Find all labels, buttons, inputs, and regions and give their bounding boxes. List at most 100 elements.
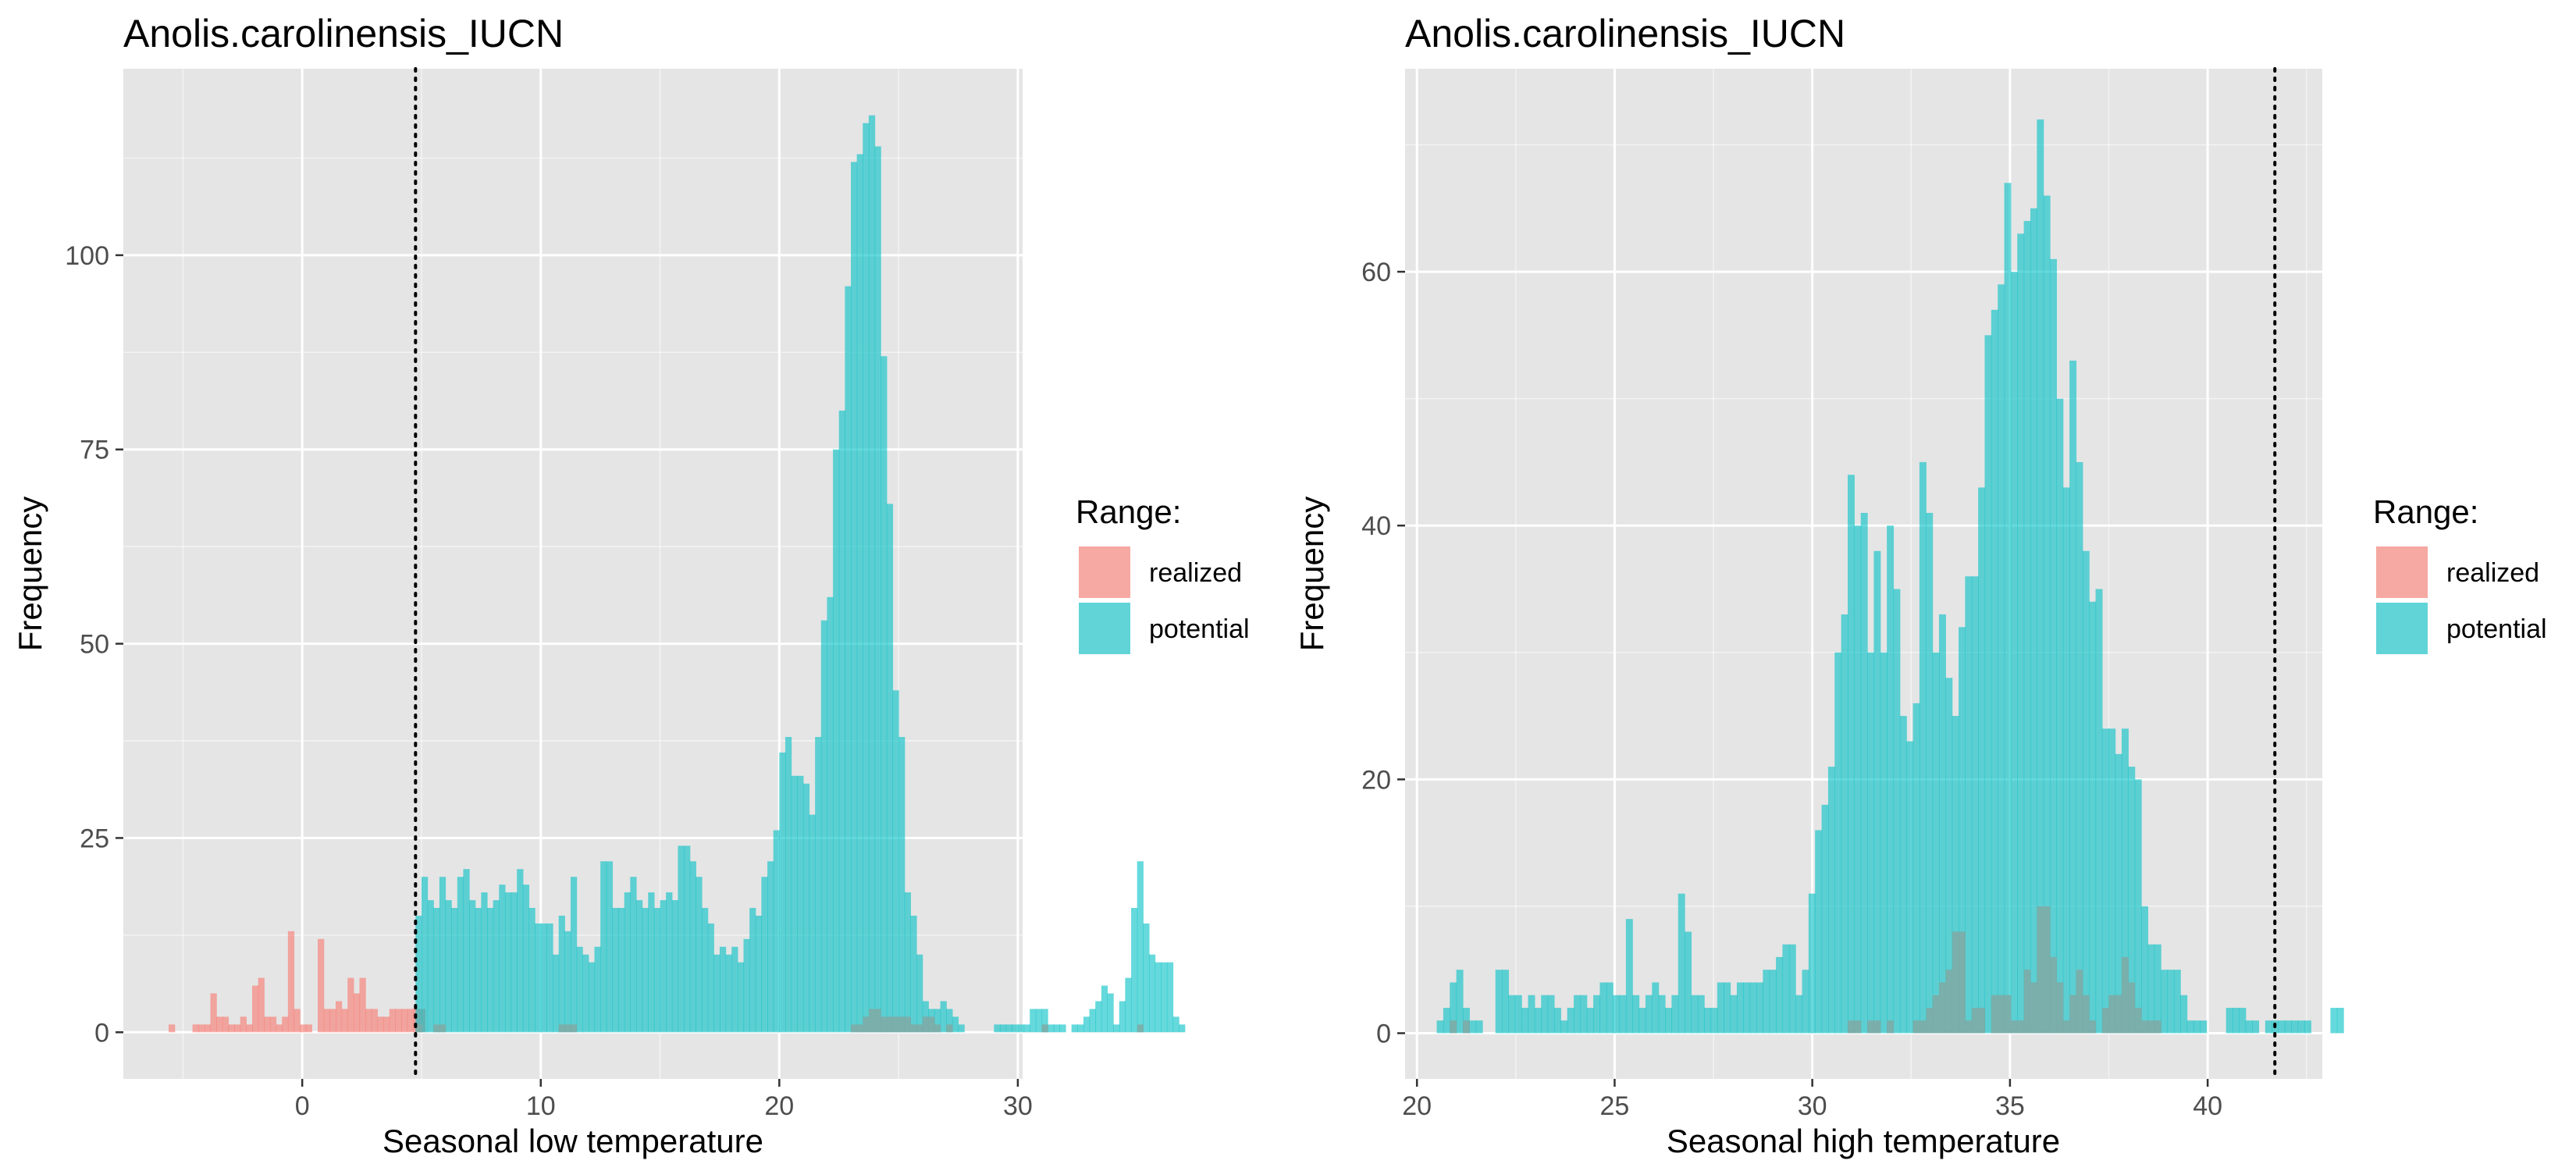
histogram-bar-potential <box>1567 1007 1574 1034</box>
histogram-bar-overlap <box>2121 956 2129 1034</box>
histogram-bar-potential <box>791 775 798 1033</box>
histogram-bar-realized <box>287 931 295 1033</box>
histogram-bar-potential <box>445 900 452 1033</box>
histogram-bar-overlap <box>1867 1020 1875 1034</box>
histogram-bar-potential <box>1756 982 1763 1034</box>
histogram-bar-potential <box>2167 970 2175 1034</box>
histogram-bar-potential <box>1841 614 1848 1034</box>
histogram-bar-realized <box>240 1016 247 1033</box>
histogram-bar-potential <box>1730 995 1738 1034</box>
histogram-bar-potential <box>1593 995 1601 1034</box>
y-tick-label: 20 <box>1361 765 1391 795</box>
histogram-bar-potential <box>1502 970 1510 1034</box>
x-tick-label: 35 <box>1995 1091 2025 1121</box>
histogram-bar-potential <box>2154 944 2161 1034</box>
histogram-bar-potential <box>1854 525 1862 1034</box>
histogram-bar-potential <box>1749 982 1757 1034</box>
histogram-bar-potential <box>1508 995 1516 1034</box>
histogram-bar-realized <box>323 1009 330 1033</box>
histogram-bar-potential <box>815 737 822 1033</box>
histogram-bar-potential <box>1632 995 1640 1034</box>
histogram-bar-potential <box>624 892 631 1033</box>
histogram-bar-potential <box>528 908 535 1033</box>
histogram-bar-potential <box>2134 779 2142 1034</box>
histogram-bar-potential <box>558 915 565 1033</box>
histogram-bar-potential <box>827 596 834 1033</box>
histogram-bar-potential <box>874 146 881 1033</box>
histogram-bar-overlap <box>856 1024 863 1033</box>
histogram-bar-potential <box>648 892 655 1033</box>
histogram-bar-potential <box>1932 652 1940 1034</box>
histogram-bar-overlap <box>928 1016 935 1033</box>
histogram-bar-potential <box>570 877 578 1033</box>
histogram-bar-potential <box>2265 1020 2272 1034</box>
histogram-bar-overlap <box>570 1024 578 1033</box>
histogram-bar-overlap <box>904 1016 911 1033</box>
histogram-bar-overlap <box>868 1009 876 1033</box>
histogram-bar-potential <box>2226 1007 2233 1034</box>
histogram-bar-potential <box>1945 678 1953 1034</box>
histogram-bar-potential <box>1880 652 1888 1034</box>
histogram-bar-potential <box>1638 1007 1646 1034</box>
histogram-bar-potential <box>1710 1007 1718 1034</box>
histogram-bar-potential <box>1161 962 1168 1033</box>
histogram-bar-overlap <box>439 1024 447 1033</box>
histogram-bar-potential <box>1685 931 1692 1034</box>
histogram-bar-potential <box>594 946 601 1033</box>
histogram-bar-overlap <box>2030 982 2037 1034</box>
histogram-bar-potential <box>2076 461 2083 1034</box>
legend-label-potential: potential <box>1149 614 1250 644</box>
histogram-bar-potential <box>2186 1020 2194 1034</box>
histogram-bar-potential <box>1443 1007 1450 1034</box>
histogram-bar-overlap <box>1873 1020 1881 1034</box>
histogram-bar-potential <box>493 900 500 1033</box>
histogram-bar-potential <box>1113 1024 1120 1033</box>
histogram-bar-realized <box>395 1009 402 1033</box>
legend-label-potential: potential <box>2446 614 2547 644</box>
histogram-bar-overlap <box>1991 995 1998 1034</box>
histogram-bar-potential <box>564 931 571 1033</box>
histogram-bar-potential <box>934 1009 941 1033</box>
x-tick-label: 25 <box>1600 1091 1630 1121</box>
histogram-bar-overlap <box>1959 931 1966 1034</box>
histogram-bar-potential <box>2128 767 2136 1034</box>
histogram-bar-potential <box>863 123 870 1033</box>
histogram-bar-realized <box>246 1024 253 1033</box>
histogram-bar-potential <box>1776 956 1784 1034</box>
histogram-bar-potential <box>2330 1007 2338 1034</box>
histogram-bar-potential <box>2161 970 2169 1034</box>
histogram-bar-potential <box>2121 728 2129 1034</box>
histogram-bar-potential <box>427 900 434 1033</box>
histogram-bar-realized <box>258 977 265 1033</box>
histogram-bar-overlap <box>892 1016 899 1033</box>
histogram-bar-potential <box>1599 982 1607 1034</box>
histogram-bar-overlap <box>874 1009 881 1033</box>
histogram-bar-potential <box>731 946 738 1033</box>
histogram-bar-potential <box>881 356 888 1033</box>
histogram-bar-potential <box>1899 716 1907 1034</box>
histogram-bar-potential <box>1763 970 1770 1034</box>
legend-title: Range: <box>2373 493 2478 530</box>
histogram-bar-potential <box>2017 233 2025 1034</box>
histogram-bar-overlap <box>863 1016 870 1033</box>
histogram-bar-potential <box>666 892 673 1033</box>
histogram-bar-potential <box>910 915 917 1033</box>
histogram-bar-potential <box>1795 995 1803 1034</box>
y-axis-label: Frequency <box>1293 497 1330 651</box>
histogram-bar-potential <box>737 962 745 1033</box>
histogram-bar-overlap <box>1978 1007 1986 1034</box>
y-tick-label: 0 <box>1376 1019 1391 1048</box>
histogram-bar-overlap <box>2108 995 2116 1034</box>
histogram-bar-overlap <box>1938 982 1946 1034</box>
y-tick-label: 75 <box>80 436 109 465</box>
histogram-bar-realized <box>269 1016 277 1033</box>
histogram-bar-potential <box>1619 995 1627 1034</box>
legend-title: Range: <box>1076 493 1181 530</box>
histogram-bar-realized <box>276 1024 283 1033</box>
histogram-bar-potential <box>457 877 464 1033</box>
histogram-bar-potential <box>1534 1007 1542 1034</box>
histogram-bar-potential <box>1873 550 1881 1034</box>
histogram-bar-potential <box>415 915 422 1033</box>
histogram-bar-potential <box>1469 1020 1477 1034</box>
histogram-bar-potential <box>1137 861 1144 1033</box>
